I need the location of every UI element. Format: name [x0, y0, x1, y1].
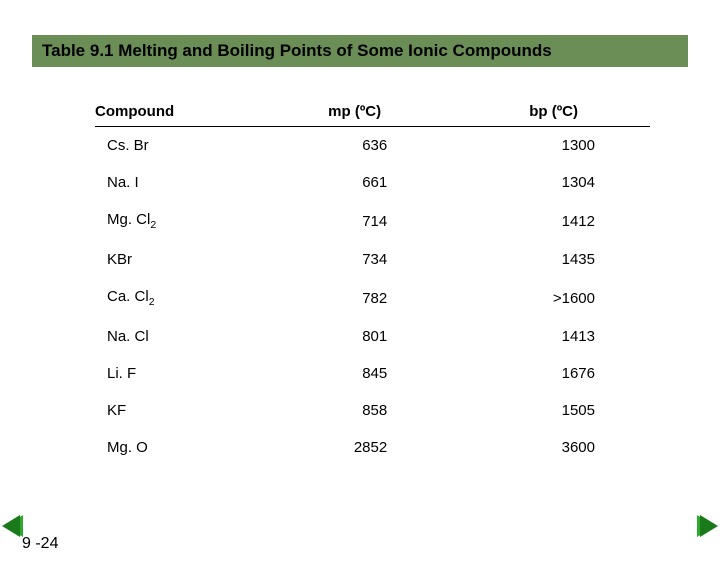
compound-cell: KF — [95, 392, 252, 429]
table-row: Mg. Cl27141412 — [95, 201, 650, 241]
mp-cell: 801 — [252, 318, 457, 355]
bp-cell: 1676 — [457, 355, 650, 392]
mp-cell: 858 — [252, 392, 457, 429]
mp-cell: 845 — [252, 355, 457, 392]
compound-cell: KBr — [95, 241, 252, 278]
mp-cell: 782 — [252, 278, 457, 318]
bp-cell: 1304 — [457, 164, 650, 201]
table-row: KBr7341435 — [95, 241, 650, 278]
compound-cell: Na. I — [95, 164, 252, 201]
col-mp-header: mp (ºC) — [252, 97, 457, 127]
compound-cell: Mg. Cl2 — [95, 201, 252, 241]
table-row: Ca. Cl2782>1600 — [95, 278, 650, 318]
table-container: Compound mp (ºC) bp (ºC) Cs. Br6361300Na… — [95, 97, 650, 466]
compound-cell: Na. Cl — [95, 318, 252, 355]
bp-cell: 1505 — [457, 392, 650, 429]
bp-cell: 3600 — [457, 429, 650, 466]
bp-cell: 1435 — [457, 241, 650, 278]
next-arrow-icon[interactable] — [700, 515, 718, 537]
col-compound-header: Compound — [95, 97, 252, 127]
page-number: 9 -24 — [22, 535, 58, 553]
table-row: Li. F8451676 — [95, 355, 650, 392]
compound-cell: Ca. Cl2 — [95, 278, 252, 318]
bp-cell: 1412 — [457, 201, 650, 241]
table-row: Na. I6611304 — [95, 164, 650, 201]
mp-cell: 636 — [252, 127, 457, 165]
bp-cell: 1413 — [457, 318, 650, 355]
table-row: Mg. O28523600 — [95, 429, 650, 466]
bp-cell: 1300 — [457, 127, 650, 165]
table-row: Na. Cl8011413 — [95, 318, 650, 355]
compound-cell: Cs. Br — [95, 127, 252, 165]
mp-cell: 2852 — [252, 429, 457, 466]
header-row: Compound mp (ºC) bp (ºC) — [95, 97, 650, 127]
table-title: Table 9.1 Melting and Boiling Points of … — [32, 35, 688, 67]
table-row: KF8581505 — [95, 392, 650, 429]
mp-cell: 734 — [252, 241, 457, 278]
compound-cell: Li. F — [95, 355, 252, 392]
table-row: Cs. Br6361300 — [95, 127, 650, 165]
prev-arrow-icon[interactable] — [2, 515, 20, 537]
mp-cell: 661 — [252, 164, 457, 201]
col-bp-header: bp (ºC) — [457, 97, 650, 127]
compounds-table: Compound mp (ºC) bp (ºC) Cs. Br6361300Na… — [95, 97, 650, 466]
mp-cell: 714 — [252, 201, 457, 241]
compound-cell: Mg. O — [95, 429, 252, 466]
bp-cell: >1600 — [457, 278, 650, 318]
